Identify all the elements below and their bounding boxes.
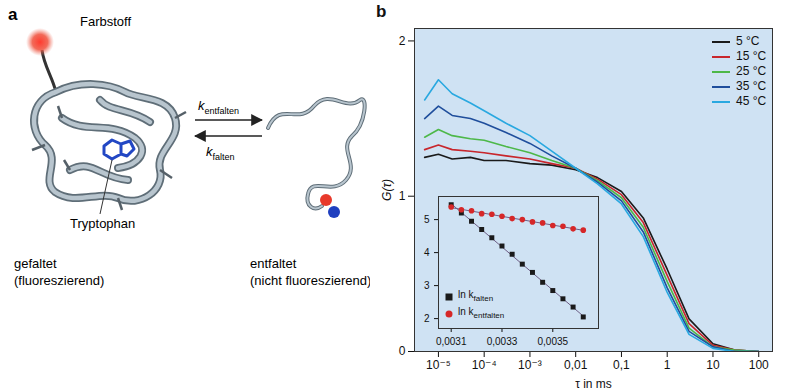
svg-text:10⁻⁴: 10⁻⁴ <box>472 358 497 372</box>
svg-text:4: 4 <box>424 247 430 258</box>
svg-text:gefaltet: gefaltet <box>14 256 57 271</box>
svg-text:Tryptophan: Tryptophan <box>70 216 135 231</box>
svg-text:0: 0 <box>399 344 406 358</box>
svg-text:0,01: 0,01 <box>564 358 588 372</box>
svg-text:10⁻⁵: 10⁻⁵ <box>426 358 451 372</box>
html-text:45 °C: 45 °C <box>736 94 767 108</box>
svg-text:100: 100 <box>749 358 769 372</box>
svg-text:10⁻³: 10⁻³ <box>518 358 542 372</box>
svg-text:(nicht fluoreszierend): (nicht fluoreszierend) <box>250 273 370 288</box>
svg-text:0,0033: 0,0033 <box>487 336 518 347</box>
svg-text:2: 2 <box>399 34 406 48</box>
html-text:5 °C: 5 °C <box>736 34 760 48</box>
svg-text:kfalten: kfalten <box>206 144 235 162</box>
svg-text:2: 2 <box>424 313 430 324</box>
html-text:ln kentfalten: ln kentfalten <box>458 306 505 320</box>
svg-text:3: 3 <box>424 280 430 291</box>
svg-text:G(τ): G(τ) <box>380 179 394 201</box>
svg-text:5: 5 <box>424 214 430 225</box>
svg-text:entfaltet: entfaltet <box>250 256 297 271</box>
svg-text:0,0031: 0,0031 <box>436 336 467 347</box>
svg-text:0,1: 0,1 <box>613 358 630 372</box>
html-text:35 °C: 35 °C <box>736 79 767 93</box>
html-text:15 °C: 15 °C <box>736 49 767 63</box>
svg-text:τ in ms: τ in ms <box>575 377 612 391</box>
svg-text:(fluoreszierend): (fluoreszierend) <box>14 273 104 288</box>
svg-text:kentfalten: kentfalten <box>198 98 239 116</box>
html-text:ln kfalten: ln kfalten <box>458 289 494 303</box>
svg-text:0,0035: 0,0035 <box>537 336 568 347</box>
svg-text:a: a <box>8 5 18 24</box>
svg-text:10: 10 <box>706 358 720 372</box>
svg-text:1: 1 <box>399 189 406 203</box>
html-text:b: b <box>376 2 387 21</box>
svg-text:1: 1 <box>664 358 671 372</box>
svg-text:Farbstoff: Farbstoff <box>80 14 131 29</box>
html-text:25 °C: 25 °C <box>736 64 767 78</box>
